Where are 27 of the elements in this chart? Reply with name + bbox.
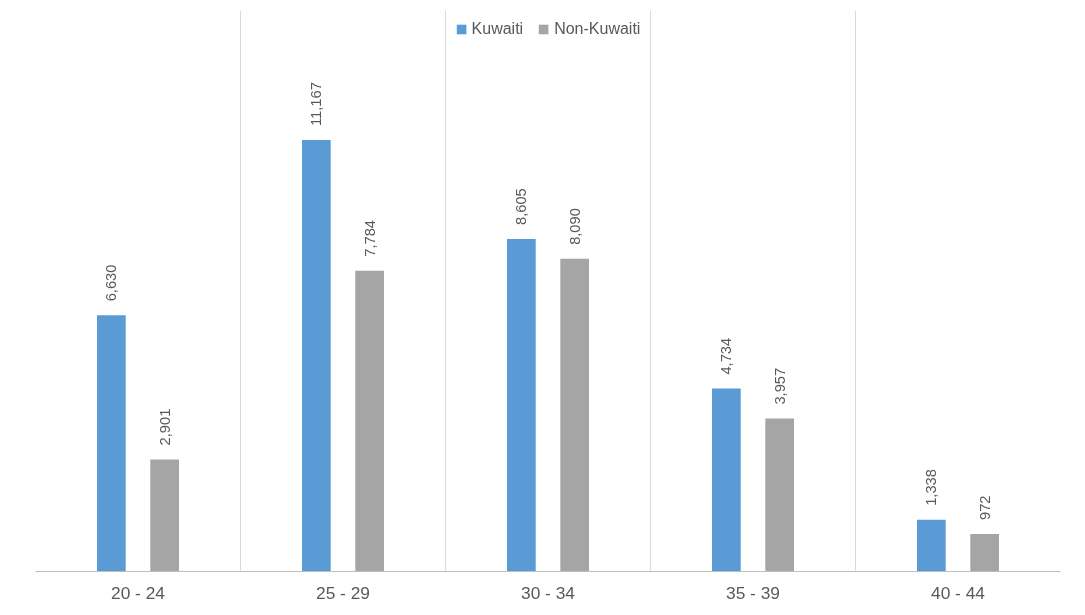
data-label: 3,957: [771, 367, 788, 405]
data-label: 1,338: [923, 469, 940, 506]
legend-label: Kuwaiti: [471, 20, 524, 38]
bar: [712, 388, 741, 572]
x-tick-label: 35 - 39: [726, 582, 780, 603]
data-label: 6,630: [103, 264, 120, 302]
bar: [917, 519, 946, 572]
bar: [507, 238, 536, 572]
bar: [302, 139, 331, 572]
x-tick-label: 20 - 24: [111, 582, 166, 603]
x-tick-label: 25 - 29: [316, 582, 370, 603]
bar: [765, 418, 794, 572]
data-label: 972: [976, 495, 993, 520]
bar: [150, 459, 179, 572]
bar: [970, 533, 999, 572]
legend-label: Non-Kuwaiti: [554, 20, 641, 38]
bar: [560, 258, 589, 572]
data-label: 8,090: [566, 208, 583, 245]
data-label: 4,734: [718, 337, 735, 375]
data-label: 8,605: [513, 188, 530, 225]
data-label: 11,167: [308, 82, 325, 126]
bar: [355, 270, 384, 572]
data-label: 7,784: [361, 220, 378, 257]
bar: [97, 315, 126, 572]
x-tick-label: 30 - 34: [521, 582, 576, 603]
data-label: 2,901: [156, 408, 173, 446]
x-tick-label: 40 - 44: [931, 582, 986, 603]
